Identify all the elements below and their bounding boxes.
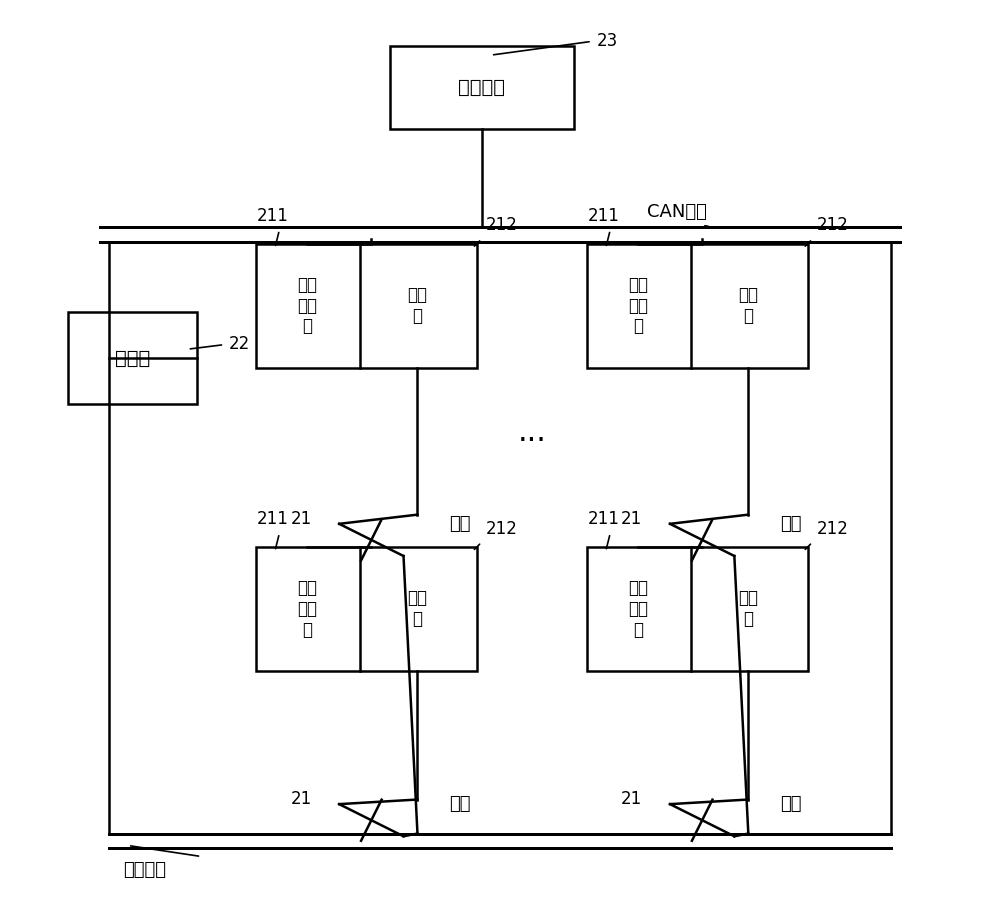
FancyBboxPatch shape: [256, 547, 477, 671]
Text: 后台设备: 后台设备: [458, 78, 505, 96]
Text: 211: 211: [256, 207, 288, 225]
Text: 21: 21: [621, 790, 642, 809]
Text: CAN总线: CAN总线: [647, 202, 707, 221]
Text: 211: 211: [587, 207, 619, 225]
Text: 211: 211: [256, 510, 288, 528]
Text: 蓄电
池: 蓄电 池: [407, 589, 427, 629]
Text: 电池
控制
器: 电池 控制 器: [297, 276, 317, 335]
Text: 212: 212: [817, 519, 849, 538]
Text: 开关: 开关: [780, 515, 802, 533]
FancyBboxPatch shape: [390, 46, 574, 129]
Text: 212: 212: [486, 216, 518, 234]
Text: 21: 21: [290, 510, 312, 528]
Text: 电池母线: 电池母线: [123, 861, 166, 879]
Text: ···: ···: [518, 426, 547, 456]
Text: 22: 22: [229, 335, 250, 354]
FancyBboxPatch shape: [587, 547, 808, 671]
Text: 电池
控制
器: 电池 控制 器: [297, 579, 317, 639]
Text: 充电器: 充电器: [115, 349, 150, 368]
Text: 电池
控制
器: 电池 控制 器: [628, 579, 648, 639]
FancyBboxPatch shape: [256, 244, 477, 368]
Text: 23: 23: [596, 32, 618, 51]
Text: 212: 212: [486, 519, 518, 538]
Text: 开关: 开关: [449, 795, 471, 813]
Text: 开关: 开关: [780, 795, 802, 813]
Text: 电池
控制
器: 电池 控制 器: [628, 276, 648, 335]
Text: 开关: 开关: [449, 515, 471, 533]
Text: 蓄电
池: 蓄电 池: [738, 286, 758, 325]
FancyBboxPatch shape: [68, 312, 197, 404]
Text: 21: 21: [290, 790, 312, 809]
Text: 212: 212: [817, 216, 849, 234]
Text: 蓄电
池: 蓄电 池: [407, 286, 427, 325]
Text: 蓄电
池: 蓄电 池: [738, 589, 758, 629]
FancyBboxPatch shape: [587, 244, 808, 368]
Text: 211: 211: [587, 510, 619, 528]
Text: 21: 21: [621, 510, 642, 528]
